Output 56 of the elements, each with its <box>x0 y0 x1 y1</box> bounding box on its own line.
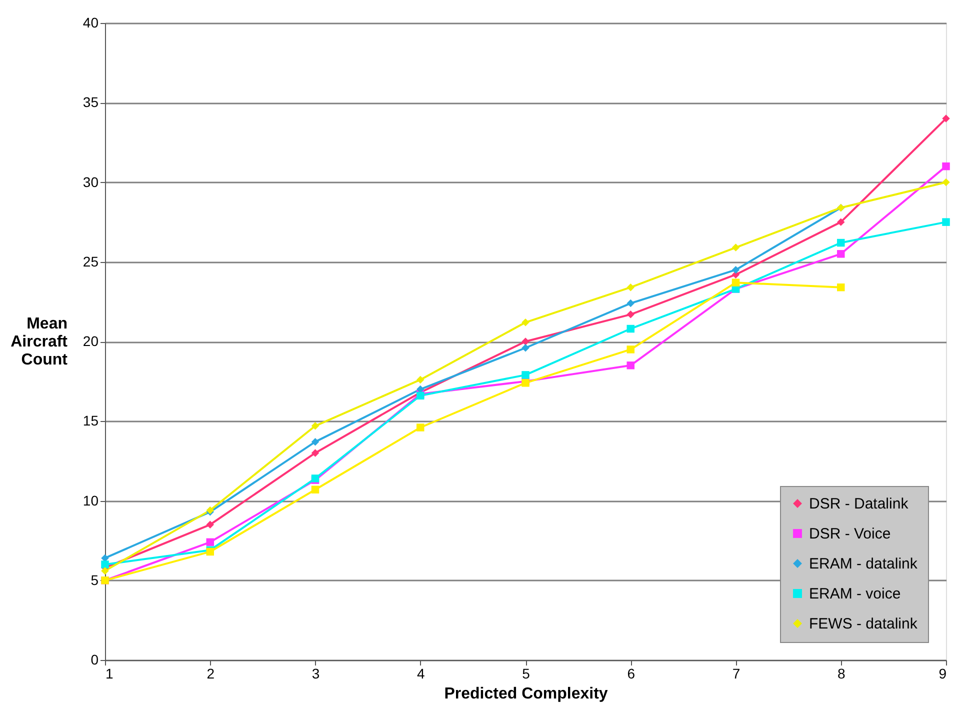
point <box>942 218 950 226</box>
point <box>626 346 634 354</box>
point <box>942 162 950 170</box>
legend-label: ERAM - voice <box>809 586 901 602</box>
point <box>942 178 950 186</box>
y-tick-label: 15 <box>82 412 99 429</box>
point <box>522 371 530 379</box>
y-tick-label: 40 <box>82 14 99 30</box>
y-tick-label: 35 <box>82 94 99 110</box>
point <box>522 318 530 326</box>
y-tick-label: 0 <box>90 652 99 668</box>
point <box>522 344 530 352</box>
point <box>626 283 634 292</box>
point <box>416 376 424 384</box>
y-tick-label: 5 <box>90 572 99 588</box>
legend-label: DSR - Voice <box>809 526 891 542</box>
x-tick-label: 1 <box>106 666 114 682</box>
point <box>101 560 109 568</box>
legend-label: FEWS - datalink <box>809 616 918 632</box>
x-tick-label: 4 <box>416 666 425 682</box>
point <box>732 278 740 286</box>
x-axis-title: Predicted Complexity <box>444 686 608 702</box>
point <box>732 266 740 274</box>
point <box>522 338 530 346</box>
point <box>206 520 214 529</box>
x-tick-label: 6 <box>627 666 636 682</box>
x-tick-label: 2 <box>206 666 215 682</box>
y-axis-title: Mean Aircraft Count <box>10 316 68 368</box>
point <box>416 424 424 432</box>
legend-label: DSR - Datalink <box>809 496 909 512</box>
x-tick-label: 3 <box>312 666 320 682</box>
point <box>837 218 845 226</box>
x-tick-label: 9 <box>938 666 947 682</box>
point <box>626 299 634 308</box>
point <box>837 250 845 258</box>
point <box>101 566 109 575</box>
x-tick-label: 5 <box>522 666 530 682</box>
y-tick-label: 20 <box>82 333 99 349</box>
point <box>626 324 634 333</box>
point <box>206 538 214 546</box>
x-tick-label: 7 <box>732 666 740 682</box>
y-tick-label: 25 <box>82 253 99 270</box>
point <box>311 438 320 446</box>
point <box>837 283 845 292</box>
y-tick-label: 30 <box>82 174 99 190</box>
point <box>311 449 320 457</box>
point <box>311 422 320 430</box>
point <box>837 238 845 247</box>
point <box>732 244 740 252</box>
point <box>942 114 950 122</box>
y-tick-label: 10 <box>82 492 99 508</box>
point <box>626 362 634 370</box>
point <box>626 310 634 318</box>
x-tick-label: 8 <box>837 666 846 682</box>
point <box>311 486 320 494</box>
legend-label: ERAM - datalink <box>809 556 918 572</box>
